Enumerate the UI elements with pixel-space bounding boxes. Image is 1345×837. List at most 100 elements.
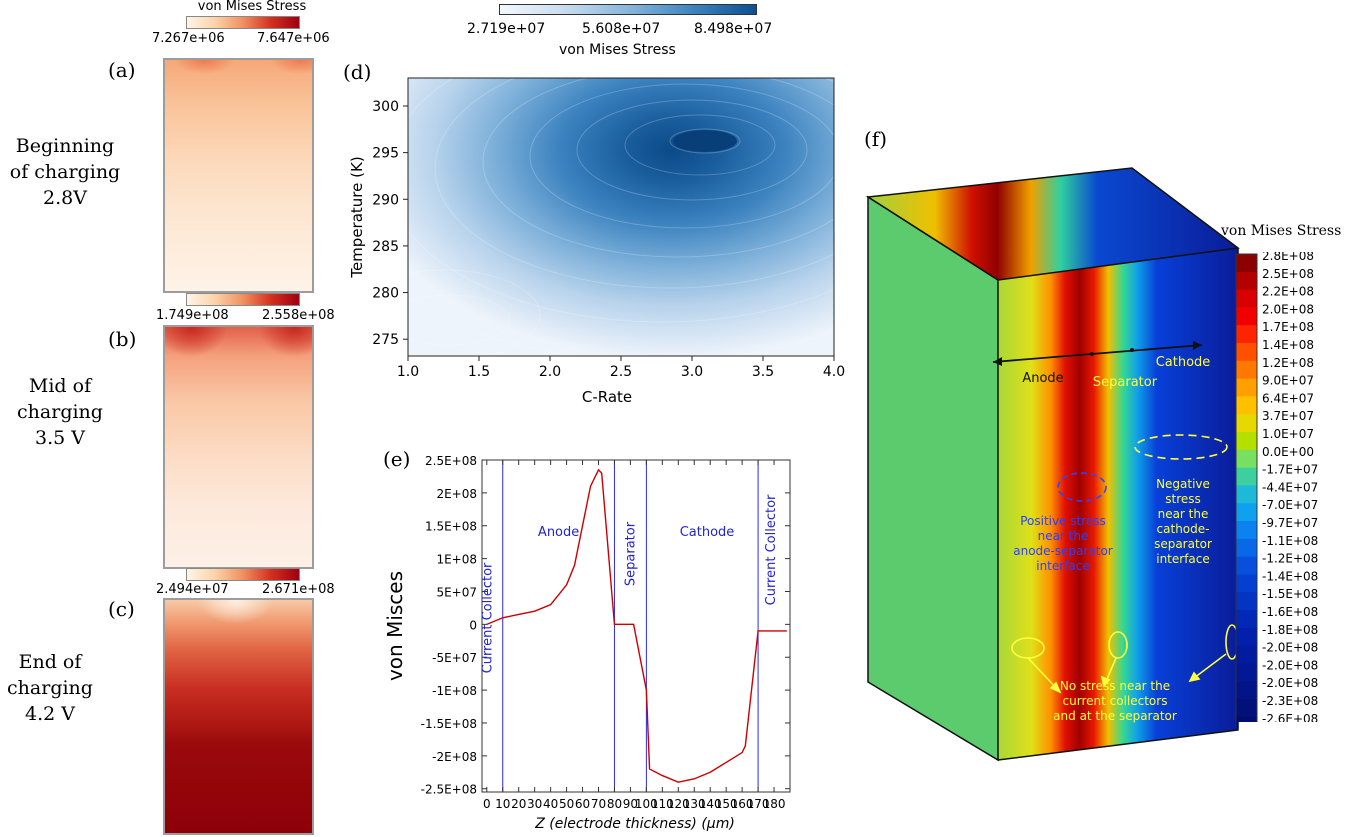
legend-value: -9.7E+07 (1262, 516, 1318, 530)
region-label-cathode: Cathode (680, 525, 735, 540)
x-tick-label-d: 1.5 (468, 364, 490, 380)
y-axis-label-e: von Misces (383, 571, 407, 681)
region-label-collector-left: Current Collector (481, 562, 496, 673)
colorbar-d-tick-2: 5.608e+07 (582, 21, 661, 37)
legend-swatch (1236, 592, 1257, 611)
legend-value: 0.0E+00 (1262, 445, 1314, 459)
x-tick-label-e: 100 (635, 797, 658, 811)
legend-value: -1.5E+08 (1262, 587, 1318, 601)
legend-value: -1.2E+08 (1262, 552, 1318, 566)
y-tick-label-d: 295 (372, 146, 399, 162)
panel-c-letter: (c) (108, 597, 135, 621)
y-tick-label-d: 300 (372, 99, 399, 115)
legend-value: 3.7E+07 (1262, 409, 1314, 423)
legend-swatch (1236, 325, 1257, 344)
y-tick-label-d: 290 (372, 192, 399, 208)
legend-swatch (1236, 663, 1257, 682)
legend-value: 1.2E+08 (1262, 356, 1314, 370)
svg-text:and at the separator: and at the separator (1053, 709, 1177, 723)
legend-swatch (1236, 485, 1257, 504)
y-tick-label-e: 2.5E+08 (425, 454, 477, 468)
dimension-arrow (992, 344, 1203, 363)
svg-text:anode-separator: anode-separator (1013, 544, 1113, 558)
colorbar-a-max: 7.647e+06 (257, 31, 330, 46)
side-face (868, 197, 998, 760)
legend-swatch (1236, 521, 1257, 540)
panel-d-letter: (d) (343, 60, 372, 84)
legend-value: -1.7E+07 (1262, 463, 1318, 477)
x-tick-label-e: 70 (591, 797, 606, 811)
x-tick-label-e: 160 (731, 797, 754, 811)
y-tick-label-e: 1.5E+08 (425, 520, 477, 534)
separator-label: Separator (1093, 375, 1158, 390)
colorbar-b (186, 293, 300, 306)
legend-value: -1.1E+08 (1262, 534, 1318, 548)
legend-value: 1.4E+08 (1262, 338, 1314, 352)
panel-e-letter: (e) (383, 447, 411, 471)
legend-value: -2.3E+08 (1262, 694, 1318, 708)
legend-value: -2.0E+08 (1262, 676, 1318, 690)
colorbar-f: 2.8E+08 2.5E+08 2.2E+08 2.0E+08 1.7E+08 1.4E+… (1235, 252, 1318, 722)
legend-swatch (1236, 254, 1257, 273)
colorbar-d-tick-1: 2.719e+07 (467, 21, 546, 37)
state-a-line-3: 2.8V (43, 187, 87, 209)
panel-f-letter: (f) (864, 127, 888, 151)
colorbar-c-min: 2.494e+07 (156, 582, 229, 597)
colorbar-a (186, 16, 300, 29)
x-tick-label-d: 2.5 (610, 364, 632, 380)
y-tick-label-d: 280 (372, 286, 399, 302)
positive-stress-marker (1057, 472, 1107, 502)
svg-text:near the: near the (1158, 507, 1209, 521)
colorbar-c-max: 2.671e+08 (262, 582, 335, 597)
contour-plot-d: 1.0 1.5 2.0 2.5 3.0 3.5 4.0275280285290295300 … (348, 77, 845, 406)
colorbar-b-min: 1.749e+08 (156, 308, 229, 323)
y-tick-label-e: -5E+07 (432, 651, 477, 665)
state-b-line-1: Mid of (28, 375, 92, 397)
state-b-line-2: charging (17, 401, 103, 423)
region-label-anode: Anode (538, 525, 579, 540)
x-tick-label-d: 1.0 (397, 364, 419, 380)
state-c-line-3: 4.2 V (25, 703, 75, 725)
top-face (868, 168, 1238, 280)
legend-swatch (1236, 538, 1257, 558)
legend-value: -1.6E+08 (1262, 605, 1318, 619)
colorbar-d-title: von Mises Stress (559, 42, 676, 58)
no-stress-label: No stress near the current collectors an… (1053, 679, 1177, 723)
negative-stress-marker (1134, 434, 1228, 460)
legend-swatch (1236, 574, 1257, 593)
region-label-separator: Separator (623, 521, 638, 586)
legend-value: -2.0E+08 (1262, 658, 1318, 672)
x-tick-label-e: 90 (623, 797, 638, 811)
legend-swatch (1236, 610, 1257, 629)
y-tick-label-e: 0 (469, 618, 477, 632)
cathode-label: Cathode (1156, 355, 1211, 370)
y-tick-label-e: 1E+08 (436, 553, 477, 567)
colorbar-f-title: von Mises Stress (1221, 223, 1342, 239)
x-tick-label-e: 170 (747, 797, 770, 811)
y-tick-label-e: -1E+08 (432, 684, 477, 698)
svg-text:Negative: Negative (1156, 477, 1210, 491)
legend-value: -1.4E+08 (1262, 569, 1318, 583)
front-face (998, 248, 1238, 760)
contour-peak (673, 130, 737, 152)
svg-text:Positive stress: Positive stress (1020, 514, 1106, 528)
svg-text:interface: interface (1036, 559, 1090, 573)
x-tick-label-d: 2.0 (539, 364, 561, 380)
svg-text:separator: separator (1154, 537, 1212, 551)
legend-swatch (1236, 307, 1257, 326)
y-tick-label-e: -2E+08 (432, 750, 477, 764)
legend-value: -1.8E+08 (1262, 623, 1318, 637)
x-tick-label-d: 4.0 (823, 364, 845, 380)
legend-value: 2.5E+08 (1262, 267, 1314, 281)
stress-curve (486, 468, 787, 783)
positive-stress-label: Positive stress near the anode-separator… (1013, 514, 1113, 573)
legend-value: 2.8E+08 (1262, 252, 1314, 263)
stress-field-c (163, 598, 314, 835)
legend-swatch (1236, 645, 1257, 664)
anode-label: Anode (1022, 371, 1063, 386)
battery-3d-model: Anode Separator Cathode Positive stress … (865, 167, 1240, 762)
colorbar-b-max: 2.558e+08 (262, 308, 335, 323)
stress-field-b (163, 325, 314, 569)
state-label-c: End of charging 4.2 V (0, 649, 100, 727)
state-c-line-1: End of (18, 651, 82, 673)
